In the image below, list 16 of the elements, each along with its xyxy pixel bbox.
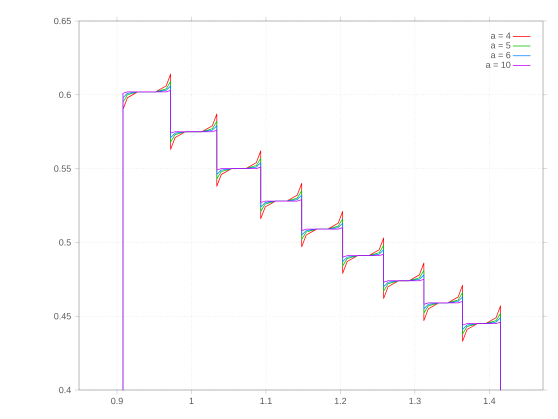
legend-label: a = 10 <box>486 62 510 68</box>
legend-label: a = 5 <box>490 42 510 48</box>
y-tick-label: 0.55 <box>54 165 71 172</box>
legend-label: a = 6 <box>490 52 510 58</box>
y-tick-label: 0.45 <box>54 313 71 320</box>
y-tick-label: 0.4 <box>59 386 71 394</box>
legend-label: a = 4 <box>490 32 511 39</box>
x-tick-label: 1 <box>190 398 194 404</box>
y-tick-label: 0.65 <box>54 18 71 24</box>
x-tick-label: 0.9 <box>111 398 123 404</box>
x-tick-label: 1.4 <box>484 398 496 404</box>
y-tick-label: 0.5 <box>59 239 71 246</box>
x-tick-label: 1.2 <box>334 398 346 404</box>
y-tick-label: 0.6 <box>59 92 71 98</box>
x-tick-label: 1.3 <box>409 398 421 404</box>
x-tick-label: 1.1 <box>260 398 272 404</box>
